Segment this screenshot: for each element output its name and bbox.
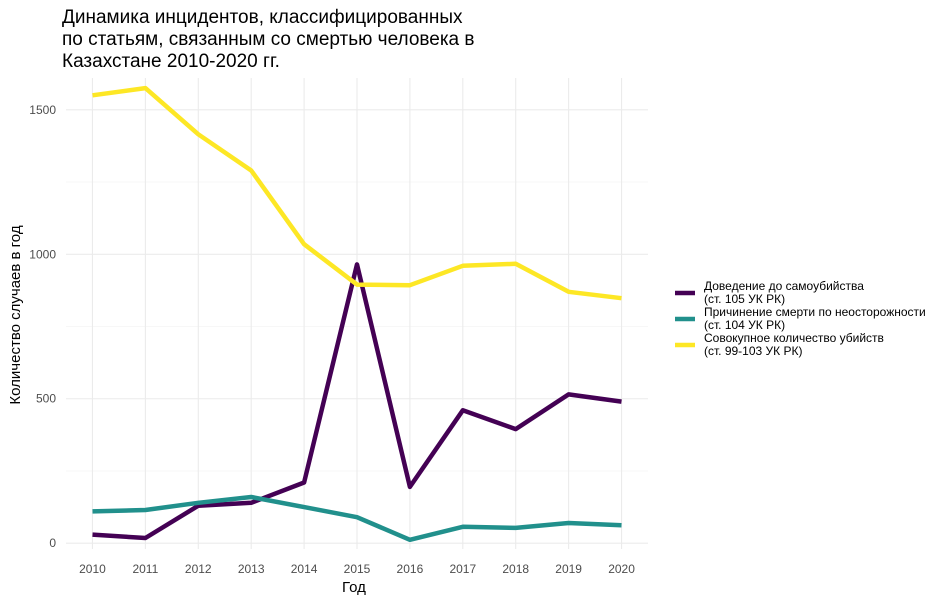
chart-title: Динамика инцидентов, классифицированных …	[62, 7, 475, 72]
x-tick-label: 2017	[449, 562, 476, 576]
y-tick-label: 1500	[29, 103, 56, 117]
x-tick-label: 2020	[608, 562, 635, 576]
y-tick-label: 0	[49, 536, 56, 550]
y-axis-title: Количество случаев в год	[7, 225, 24, 404]
legend-item-1: Доведение до самоубийства(ст. 105 УК РК)	[675, 279, 864, 306]
x-tick-label: 2013	[238, 562, 265, 576]
x-tick-label: 2011	[132, 562, 158, 576]
series-lines	[92, 85, 622, 543]
legend-item-2: Причинение смерти по неосторожности(ст. …	[675, 305, 926, 332]
series-line-3	[92, 85, 622, 301]
legend-label-3: Совокупное количество убийств	[704, 331, 884, 345]
series-line-2	[92, 494, 622, 543]
chart-title-line-3: Казахстане 2010-2020 гг.	[62, 51, 280, 72]
legend-item-3: Совокупное количество убийств(ст. 99-103…	[675, 331, 884, 358]
x-tick-label: 2019	[555, 562, 582, 576]
legend: Доведение до самоубийства(ст. 105 УК РК)…	[675, 279, 926, 358]
series-line-1	[92, 262, 622, 541]
x-tick-label: 2014	[291, 562, 318, 576]
legend-label-1: Доведение до самоубийства	[704, 279, 864, 293]
legend-label-1: (ст. 105 УК РК)	[704, 292, 785, 306]
x-tick-label: 2018	[502, 562, 529, 576]
legend-label-2: Причинение смерти по неосторожности	[704, 305, 926, 319]
grid	[66, 78, 648, 549]
chart-title-line-2: по статьям, связанным со смертью человек…	[62, 29, 475, 50]
y-tick-label: 1000	[29, 247, 56, 261]
y-tick-label: 500	[36, 392, 56, 406]
chart-title-line-1: Динамика инцидентов, классифицированных	[62, 7, 463, 28]
legend-label-2: (ст. 104 УК РК)	[704, 318, 785, 332]
y-axis-ticks: 0 500 1000 1500	[29, 103, 56, 550]
x-axis-title: Год	[342, 579, 366, 596]
x-tick-label: 2016	[397, 562, 424, 576]
legend-label-3: (ст. 99-103 УК РК)	[704, 344, 802, 358]
x-axis-ticks: 2010 2011 2012 2013 2014 2015 2016 2017 2018 2019…	[79, 562, 635, 576]
x-tick-label: 2010	[79, 562, 106, 576]
x-tick-label: 2015	[344, 562, 371, 576]
x-tick-label: 2012	[185, 562, 212, 576]
